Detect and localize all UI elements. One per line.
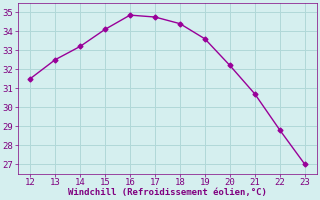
X-axis label: Windchill (Refroidissement éolien,°C): Windchill (Refroidissement éolien,°C)	[68, 188, 267, 197]
